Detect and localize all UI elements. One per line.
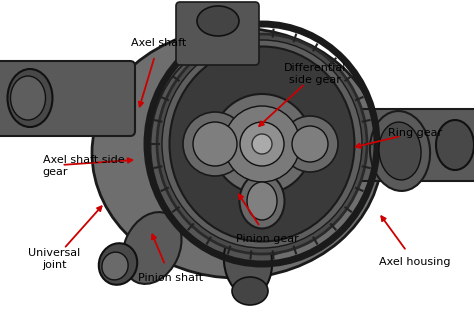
Ellipse shape (162, 40, 362, 248)
Ellipse shape (8, 69, 53, 127)
Text: Axel housing: Axel housing (379, 257, 450, 267)
Ellipse shape (247, 182, 277, 220)
FancyArrowPatch shape (139, 59, 154, 106)
Text: Axel shaft side
gear: Axel shaft side gear (43, 155, 124, 177)
FancyArrowPatch shape (64, 158, 132, 165)
Circle shape (183, 112, 247, 176)
Ellipse shape (157, 34, 367, 254)
Circle shape (224, 106, 300, 182)
Text: Ring gear: Ring gear (388, 128, 442, 138)
FancyArrowPatch shape (65, 206, 101, 247)
Ellipse shape (185, 123, 265, 213)
Ellipse shape (232, 277, 268, 305)
Ellipse shape (170, 46, 355, 241)
FancyBboxPatch shape (0, 61, 135, 136)
Ellipse shape (379, 122, 421, 180)
Ellipse shape (224, 226, 272, 296)
FancyBboxPatch shape (176, 2, 259, 65)
FancyArrowPatch shape (381, 216, 405, 249)
Circle shape (212, 94, 312, 194)
Text: Differential
side gear: Differential side gear (284, 64, 346, 85)
Ellipse shape (197, 6, 239, 36)
Ellipse shape (436, 120, 474, 170)
Ellipse shape (102, 252, 128, 280)
Ellipse shape (150, 38, 346, 258)
Ellipse shape (10, 76, 46, 120)
FancyArrowPatch shape (239, 194, 259, 225)
Text: Pinion shaft: Pinion shaft (138, 273, 203, 283)
Circle shape (252, 134, 272, 154)
Ellipse shape (370, 111, 430, 191)
FancyArrowPatch shape (259, 86, 303, 126)
Ellipse shape (99, 243, 137, 285)
Text: Axel shaft: Axel shaft (131, 38, 186, 48)
Circle shape (240, 122, 284, 166)
Ellipse shape (239, 173, 284, 228)
Text: Universal
joint: Universal joint (28, 248, 81, 270)
Ellipse shape (122, 212, 182, 284)
Ellipse shape (92, 28, 382, 278)
FancyArrowPatch shape (356, 137, 399, 148)
FancyBboxPatch shape (335, 109, 474, 181)
Circle shape (282, 116, 338, 172)
Text: Pinion gear: Pinion gear (237, 234, 299, 244)
Circle shape (193, 122, 237, 166)
FancyArrowPatch shape (152, 234, 164, 263)
Circle shape (292, 126, 328, 162)
